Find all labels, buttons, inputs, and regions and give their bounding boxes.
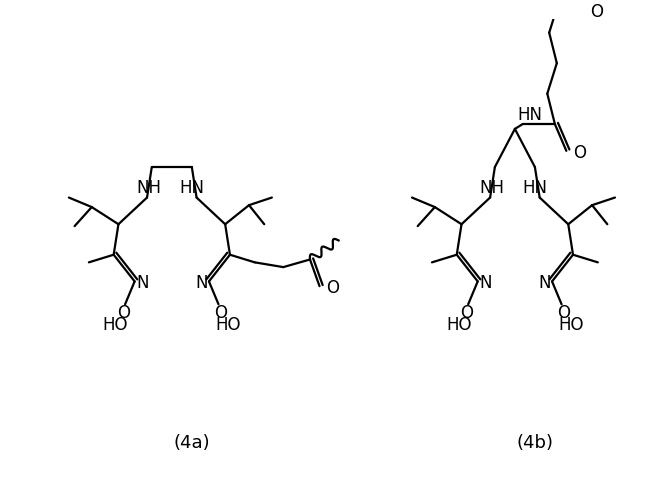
Text: O: O bbox=[214, 304, 227, 322]
Text: (4b): (4b) bbox=[516, 434, 553, 452]
Text: (4a): (4a) bbox=[174, 434, 210, 452]
Text: N: N bbox=[538, 274, 550, 292]
Text: O: O bbox=[590, 2, 603, 21]
Text: HO: HO bbox=[558, 316, 584, 334]
Text: N: N bbox=[136, 274, 148, 292]
Text: O: O bbox=[573, 144, 586, 162]
Text: NH: NH bbox=[137, 179, 162, 197]
Text: NH: NH bbox=[480, 179, 504, 197]
Text: O: O bbox=[557, 304, 570, 322]
Text: HN: HN bbox=[180, 179, 205, 197]
Text: N: N bbox=[195, 274, 208, 292]
Text: O: O bbox=[326, 279, 339, 297]
Text: HO: HO bbox=[446, 316, 471, 334]
Text: O: O bbox=[117, 304, 130, 322]
Text: HO: HO bbox=[215, 316, 241, 334]
Text: HN: HN bbox=[517, 106, 543, 124]
Text: HN: HN bbox=[523, 179, 547, 197]
Text: HO: HO bbox=[103, 316, 128, 334]
Text: O: O bbox=[460, 304, 473, 322]
Text: N: N bbox=[479, 274, 492, 292]
